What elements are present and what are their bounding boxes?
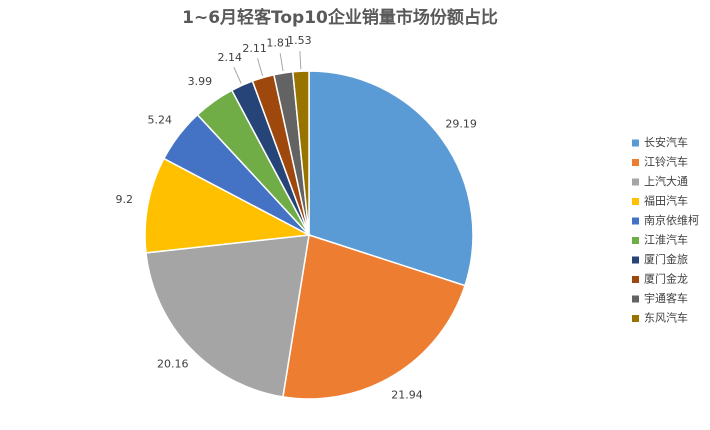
- legend-swatch: [632, 276, 639, 283]
- pie-slice: [308, 70, 474, 287]
- data-label: 21.94: [391, 388, 423, 401]
- legend-swatch: [632, 256, 639, 264]
- data-label: 29.19: [445, 117, 477, 130]
- legend-swatch: [632, 178, 639, 186]
- legend-swatch: [632, 159, 639, 166]
- legend-label: 宇通客车: [644, 291, 688, 305]
- legend-swatch: [632, 315, 639, 322]
- legend-swatch: [632, 237, 639, 244]
- legend-label: 江铃汽车: [644, 155, 688, 169]
- legend-label: 厦门金旅: [644, 252, 688, 266]
- legend-label: 江淮汽车: [644, 233, 688, 247]
- pie-slice: [144, 157, 312, 254]
- data-label: 5.24: [148, 114, 173, 127]
- legend-swatch: [632, 139, 639, 147]
- data-label: 2.14: [217, 51, 242, 64]
- leader-line: [257, 58, 264, 76]
- pie-slice: [282, 234, 466, 400]
- pie-slice: [145, 234, 310, 398]
- legend-swatch: [632, 217, 639, 225]
- legend-swatch: [632, 295, 639, 303]
- data-label: 3.99: [188, 75, 213, 88]
- leader-line: [299, 51, 302, 70]
- data-label: 20.16: [157, 358, 189, 371]
- legend-label: 东风汽车: [644, 311, 688, 325]
- legend-label: 福田汽车: [644, 194, 688, 208]
- chart-title: 1~6月轻客Top10企业销量市场份额占比: [182, 7, 498, 28]
- leader-line: [233, 66, 242, 84]
- legend-label: 长安汽车: [644, 135, 688, 149]
- pie-slice: [292, 70, 310, 236]
- legend-label: 上汽大通: [644, 174, 688, 188]
- legend-swatch: [632, 198, 639, 205]
- data-label: 9.2: [116, 193, 134, 206]
- legend-label: 厦门金龙: [644, 272, 688, 286]
- data-label: 1.81: [266, 36, 291, 49]
- legend-label: 南京依维柯: [644, 213, 699, 227]
- data-label: 2.11: [242, 42, 267, 55]
- data-label: 1.53: [287, 34, 312, 47]
- leader-line: [279, 53, 284, 72]
